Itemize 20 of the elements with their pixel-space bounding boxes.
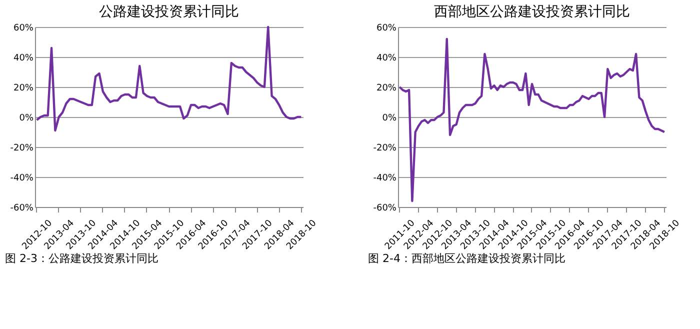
line-series: [398, 38, 666, 202]
y-tick-label: 20%: [376, 84, 397, 94]
y-tick-label: -20%: [373, 144, 397, 154]
y-tick-label: 20%: [13, 84, 34, 94]
caption: 图 2-3：公路建设投资累计同比: [5, 252, 158, 265]
chart-title: 公路建设投资累计同比: [99, 4, 239, 20]
y-tick-label: 60%: [376, 24, 397, 34]
y-tick-label: 60%: [13, 24, 34, 34]
y-tick-label: -40%: [373, 174, 397, 184]
line-series: [36, 26, 302, 132]
y-tick-label: 0%: [19, 114, 34, 124]
y-tick-label: -60%: [10, 204, 34, 214]
y-tick-label: -60%: [373, 204, 397, 214]
y-tick-label: 0%: [382, 114, 397, 124]
chart-title: 西部地区公路建设投资累计同比: [434, 4, 630, 20]
caption: 图 2-4：西部地区公路建设投资累计同比: [368, 252, 566, 265]
y-tick-label: 40%: [376, 54, 397, 64]
y-tick-label: -20%: [10, 144, 34, 154]
y-tick-label: 40%: [13, 54, 34, 64]
y-tick-label: -40%: [10, 174, 34, 184]
